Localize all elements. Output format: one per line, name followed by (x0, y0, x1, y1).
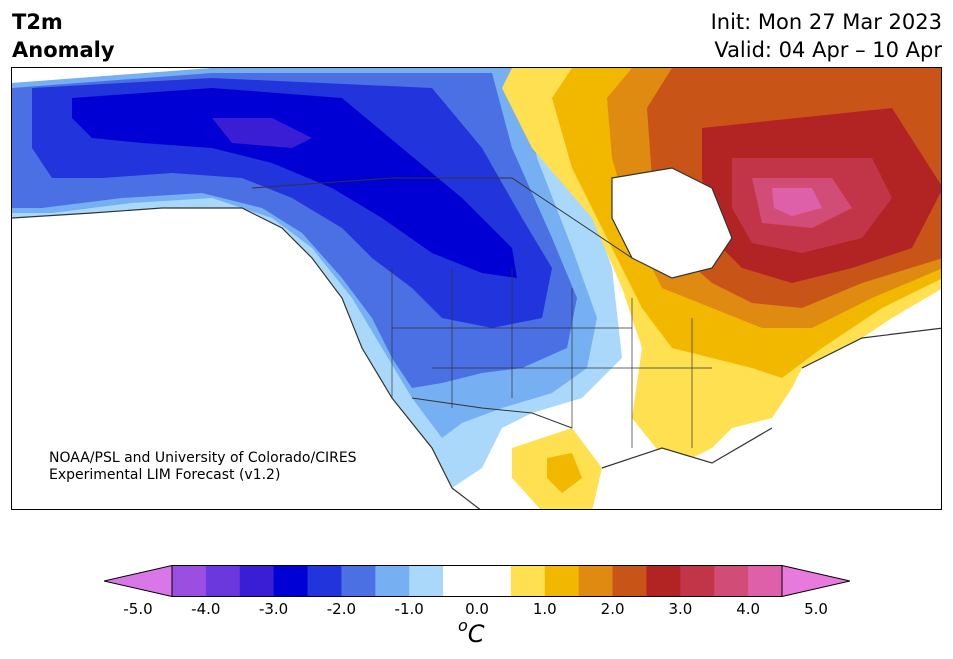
colorbar-segment (544, 565, 580, 597)
anomaly-band-warm-south-2 (547, 453, 582, 493)
colorbar-segment (680, 565, 715, 597)
state-lines (391, 268, 712, 448)
colorbar-segment (646, 565, 681, 597)
colorbar-segment (307, 565, 342, 597)
hudson-bay (612, 168, 732, 278)
coastline-west (12, 207, 481, 509)
coastline-atlantic (801, 327, 941, 369)
colorbar-unit: oC (458, 616, 485, 648)
colorbar-segment (443, 565, 478, 597)
credit-line-1: NOAA/PSL and University of Colorado/CIRE… (49, 450, 357, 466)
colorbar-segment (172, 565, 207, 597)
colorbar-tick-label: -3.0 (258, 600, 289, 618)
colorbar-segment (409, 565, 444, 597)
colorbar-over-arrow (781, 565, 850, 597)
colorbar-segment (748, 565, 783, 597)
anomaly-subtitle: Anomaly (12, 38, 115, 62)
unit-degree: o (458, 616, 468, 635)
unit-celsius: C (467, 620, 485, 648)
credit-text: NOAA/PSL and University of Colorado/CIRE… (49, 450, 357, 484)
colorbar (104, 565, 850, 597)
colorbar-tick-label: 3.0 (668, 600, 693, 618)
colorbar-tick-label: 1.0 (532, 600, 557, 618)
colorbar-under-arrow (104, 565, 173, 597)
gulf-of-mexico (602, 448, 712, 509)
pacific-ocean (12, 208, 480, 509)
colorbar-tick-label: 4.0 (736, 600, 761, 618)
anomaly-band-cold-6 (212, 118, 312, 148)
coastline-east (611, 167, 733, 279)
colorbar-segment (578, 565, 614, 597)
valid-range: Valid: 04 Apr – 10 Apr (714, 38, 942, 62)
colorbar-segment (375, 565, 410, 597)
colorbar-tick-label: -4.0 (191, 600, 221, 618)
colorbar-tick-label: 5.0 (804, 600, 828, 618)
colorbar-segment (612, 565, 647, 597)
border-us-mexico (411, 397, 573, 429)
colorbar-tick-label: 0.0 (465, 600, 489, 618)
atlantic-ocean (655, 328, 941, 509)
colorbar-segment (477, 565, 512, 597)
colorbar-tick-label: -1.0 (394, 600, 424, 618)
anomaly-band-cold-5 (72, 88, 517, 278)
anomaly-band-warm-8 (772, 188, 822, 216)
colorbar-tick-label: -5.0 (123, 600, 153, 618)
map-canvas (12, 68, 941, 509)
title-block: T2m Anomaly (12, 8, 115, 64)
date-block: Init: Mon 27 Mar 2023 Valid: 04 Apr – 10… (711, 8, 942, 64)
colorbar-segment (273, 565, 309, 597)
anomaly-map (11, 67, 942, 510)
credit-line-2: Experimental LIM Forecast (v1.2) (49, 467, 281, 483)
colorbar-segment (205, 565, 241, 597)
colorbar-segment (239, 565, 275, 597)
border-us-canada (251, 177, 633, 259)
colorbar-segment (510, 565, 546, 597)
colorbar-segment (341, 565, 376, 597)
coastline-gulf (601, 427, 773, 469)
init-date: Init: Mon 27 Mar 2023 (710, 10, 942, 34)
colorbar-tick-label: 2.0 (600, 600, 625, 618)
colorbar-tick-label: -2.0 (326, 600, 357, 618)
variable-title: T2m (12, 10, 63, 34)
colorbar-segment (714, 565, 749, 597)
